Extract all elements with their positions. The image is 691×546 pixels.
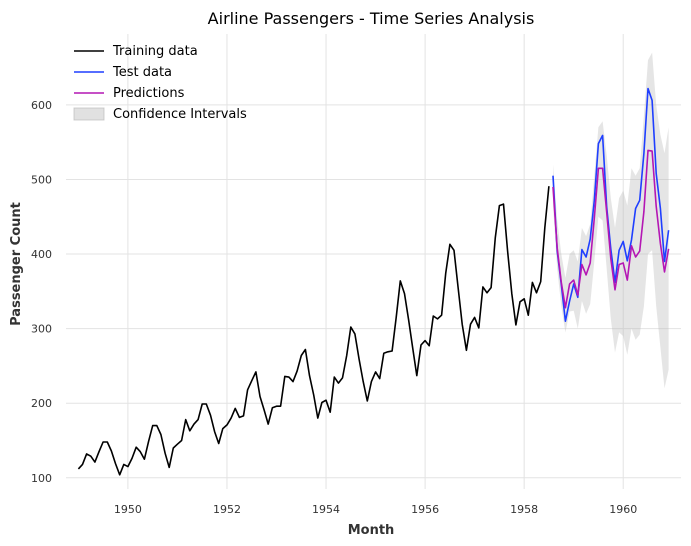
x-tick-label: 1958	[510, 503, 538, 516]
y-tick-label: 600	[31, 99, 52, 112]
legend-label-test: Test data	[112, 65, 172, 80]
legend-label-predictions: Predictions	[113, 86, 185, 101]
predictions-line	[552, 149, 670, 309]
y-tick-label: 300	[31, 323, 52, 336]
y-tick-label: 500	[31, 173, 52, 186]
training-data-line	[77, 186, 550, 476]
legend-label-training: Training data	[112, 44, 198, 59]
y-tick-label: 100	[31, 472, 52, 485]
x-axis-label: Month	[348, 523, 395, 538]
x-tick-label: 1950	[114, 503, 142, 516]
x-tick-label: 1952	[213, 503, 241, 516]
series-lines-layer	[77, 87, 670, 476]
grid	[66, 34, 681, 489]
y-ticks: 100 200 300 400 500 600	[31, 99, 52, 485]
chart-title: Airline Passengers - Time Series Analysi…	[208, 9, 535, 28]
x-tick-label: 1954	[312, 503, 340, 516]
y-axis-label: Passenger Count	[9, 202, 24, 326]
x-tick-label: 1956	[411, 503, 439, 516]
test-data-line	[552, 87, 670, 323]
legend-label-confidence: Confidence Intervals	[113, 107, 247, 122]
confidence-band	[553, 52, 669, 389]
y-tick-label: 400	[31, 248, 52, 261]
x-tick-label: 1960	[609, 503, 637, 516]
confidence-band-layer	[553, 52, 669, 389]
y-tick-label: 200	[31, 397, 52, 410]
legend-swatch-confidence	[73, 107, 105, 121]
legend: Training data Test data Predictions Conf…	[73, 44, 247, 122]
x-ticks: 1950 1952 1954 1956 1958 1960	[114, 503, 637, 516]
